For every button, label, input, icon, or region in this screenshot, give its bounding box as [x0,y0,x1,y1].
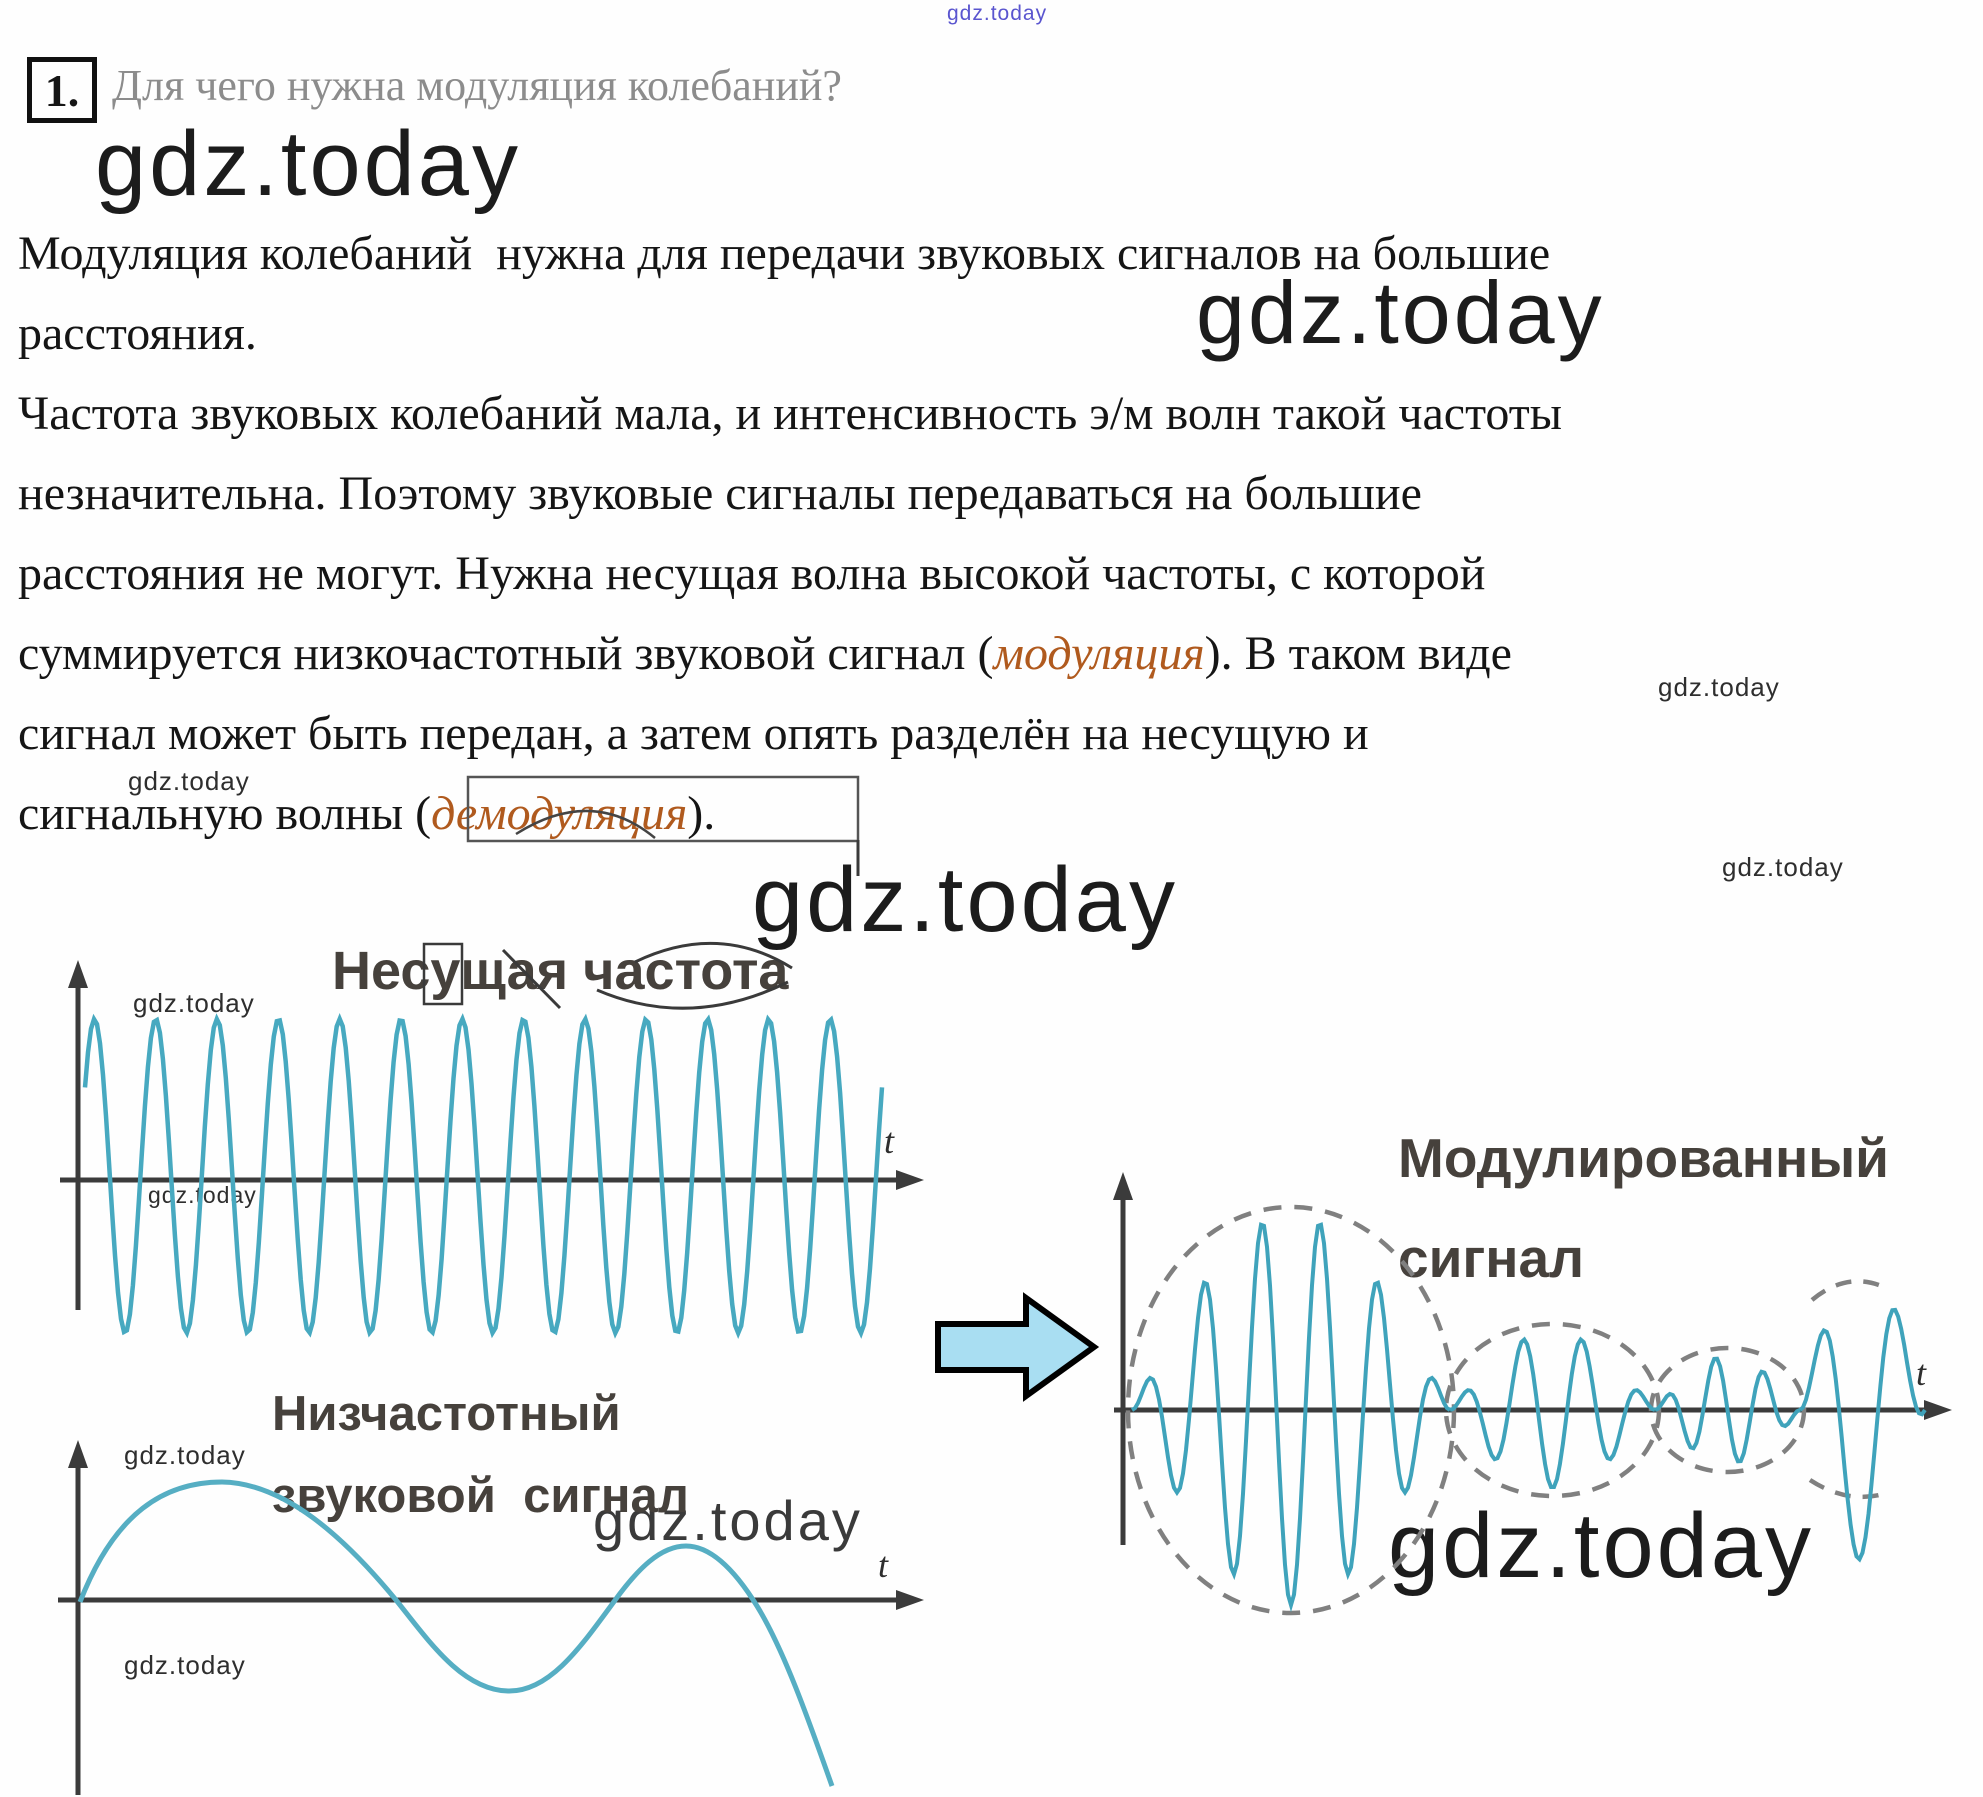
line-text: расстояния. [18,307,257,360]
paragraph-line: Модуляция колебаний нужна для передачи з… [18,214,1562,294]
line-text: сигнал может быть передан, а затем опять… [18,707,1369,760]
audio-t-label: t [878,1545,889,1585]
modulated-label-line1: Модулированный [1398,1127,1889,1189]
audio-x-arrowhead [896,1590,924,1610]
watermark: gdz.today [95,113,521,215]
paragraph-line: незначительна. Поэтому звуковые сигналы … [18,454,1562,534]
line-text: ). В таком виде [1204,627,1512,680]
watermark: gdz.today [124,1440,246,1470]
transition-arrow [935,1292,1100,1402]
audio-axes [58,1458,898,1795]
line-text: сигнальную волны ( [18,787,432,840]
paragraph-line: сигнал может быть передан, а затем опять… [18,694,1562,774]
carrier-wave [82,1013,885,1339]
question-number-box: 1. [27,57,97,123]
line-text: ). [687,787,716,840]
modulated-x-arrowhead [1924,1400,1952,1420]
watermark: gdz.today [124,1650,246,1680]
line-text: Частота звуковых колебаний мала, и интен… [18,387,1563,440]
line-text: незначительна. Поэтому звуковые сигналы … [18,467,1422,520]
line-text: суммируется низкочастотный звуковой сигн… [18,627,994,680]
watermark: gdz.today [947,2,1048,25]
modulated-label-line2: сигнал [1398,1227,1585,1289]
watermark: gdz.today [1658,672,1780,702]
line-text: Модуляция колебаний нужна для передачи з… [18,227,1551,280]
scan-artifacts [422,775,860,1010]
modulated-y-arrowhead [1113,1172,1133,1200]
watermark: gdz.today [1388,1495,1814,1597]
modulated-axes [1114,1190,1926,1545]
carrier-y-arrowhead [68,960,88,988]
answer-paragraph: Модуляция колебаний нужна для передачи з… [18,214,1562,854]
term-emphasis: модуляция [993,627,1205,680]
question-text: Для чего нужна модуляция колебаний? [112,61,842,110]
paragraph-line: суммируется низкочастотный звуковой сигн… [18,614,1562,694]
modulated-t-label: t [1916,1353,1927,1393]
audio-y-arrowhead [68,1440,88,1468]
watermark: gdz.today [752,849,1178,951]
watermark: gdz.today [128,766,250,796]
am-envelope-stray-dashes [1808,1279,1891,1500]
paragraph-line: расстояния не могут. Нужна несущая волна… [18,534,1562,614]
paragraph-line: Частота звуковых колебаний мала, и интен… [18,374,1562,454]
line-text: расстояния не могут. Нужна несущая волна… [18,547,1486,600]
watermark: gdz.today [593,1489,863,1552]
question-number: 1. [44,64,80,116]
audio-label-line1: Низчастотный [272,1387,621,1441]
audio-wave [77,1479,835,1787]
watermark: gdz.today [1196,263,1605,362]
paragraph-line: расстояния. [18,294,1562,374]
modulated-wave [1130,1222,1927,1613]
watermark: gdz.today [133,988,255,1018]
watermark: gdz.today [1722,852,1844,882]
carrier-t-label: t [884,1121,895,1161]
carrier-x-arrowhead [896,1170,924,1190]
